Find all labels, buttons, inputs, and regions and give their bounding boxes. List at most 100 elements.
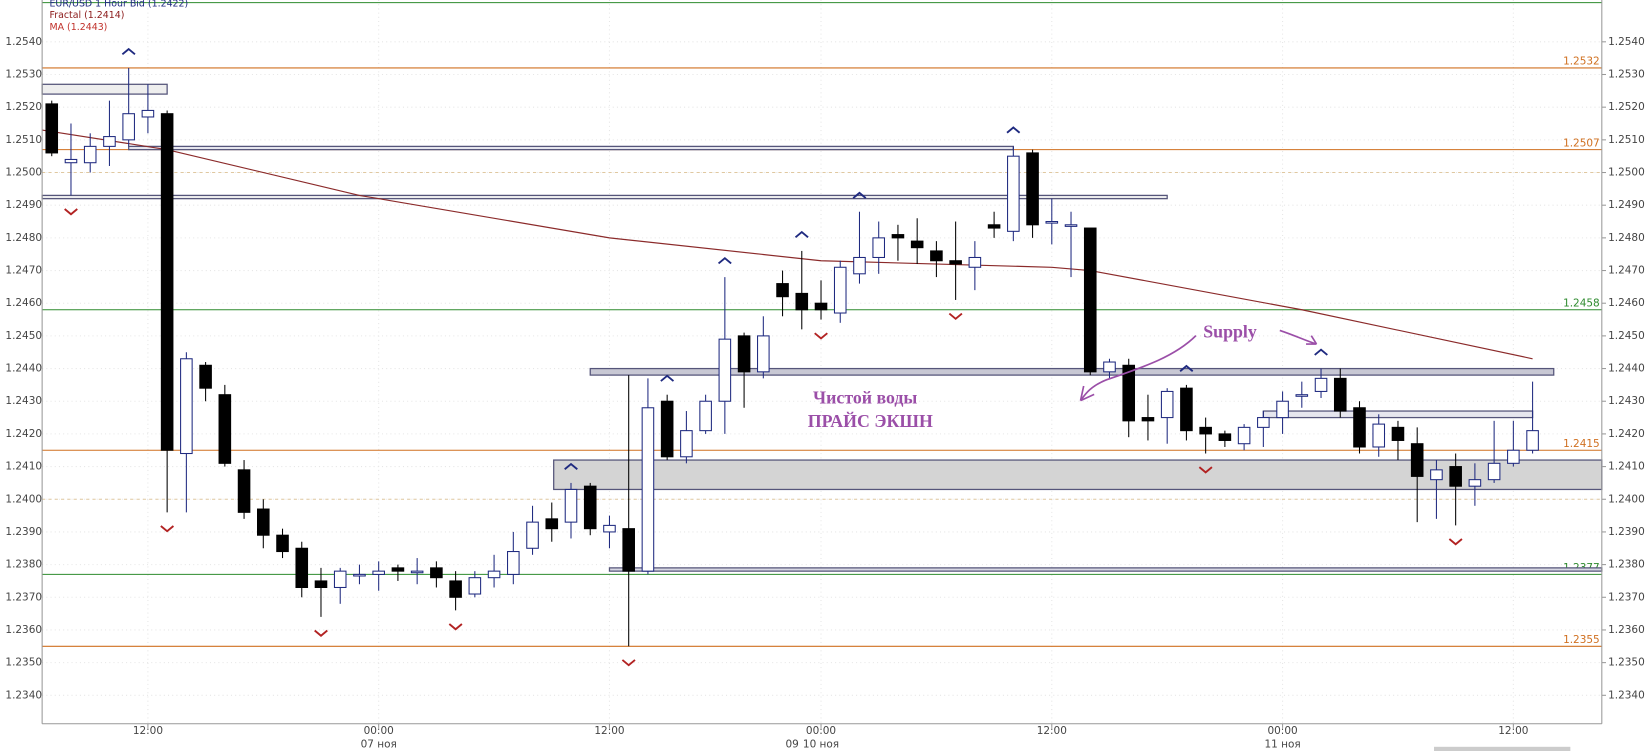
fractal-down [448, 623, 463, 631]
y-tick-label: 1.2360 [5, 624, 42, 636]
y-tick-label: 1.2370 [1608, 591, 1645, 603]
candle-body [1026, 152, 1039, 226]
candle-body [949, 260, 962, 265]
fractal-up [660, 374, 675, 382]
candle-body [891, 234, 905, 239]
candle-body [564, 488, 578, 523]
candle-body [1007, 155, 1020, 232]
fractal-down [314, 629, 328, 637]
x-tick-label: 12:00 [133, 725, 163, 737]
candle-body [545, 518, 559, 530]
y-tick-label: 1.2540 [1608, 36, 1645, 48]
y-tick-label: 1.2340 [5, 689, 42, 701]
y-tick-label: 1.2380 [5, 559, 42, 571]
candle-body [1391, 426, 1405, 441]
candle-body [430, 567, 443, 579]
annotation-arrow [1279, 329, 1318, 345]
y-tick-label: 1.2500 [1608, 167, 1645, 179]
y-tick-label: 1.2530 [1608, 68, 1645, 80]
y-tick-label: 1.2470 [5, 265, 42, 277]
fractal-down [948, 312, 963, 321]
level-label: 1.2458 [1563, 297, 1600, 309]
candle-body [1449, 466, 1462, 487]
y-tick-label: 1.2490 [1608, 199, 1645, 211]
candle-body [64, 158, 78, 164]
candle-body [526, 521, 539, 549]
candle-body [814, 302, 828, 311]
x-tick-label: 00:00 [364, 725, 394, 737]
candle-body [1507, 449, 1520, 464]
candle-body [257, 508, 270, 536]
y-tick-label: 1.2460 [1608, 297, 1645, 309]
candle-body [160, 113, 174, 451]
candle-body [468, 577, 482, 595]
x-tick-label: 00:00 [806, 725, 836, 737]
fractal-up [1006, 126, 1021, 134]
annotation-text: Чистой воды [813, 388, 917, 408]
candle-body [1430, 469, 1443, 481]
candle-body [757, 335, 770, 373]
y-tick-label: 1.2440 [5, 363, 42, 375]
candle-body [1237, 426, 1251, 445]
zone [553, 459, 1603, 491]
candle-body [1045, 221, 1059, 224]
y-tick-label: 1.2380 [1608, 559, 1645, 571]
candle-body [1353, 407, 1366, 448]
y-tick-label: 1.2460 [5, 297, 42, 309]
y-tick-label: 1.2400 [5, 493, 42, 505]
y-tick-label: 1.2450 [1608, 330, 1645, 342]
ma-line [42, 129, 1533, 360]
candle-body [699, 400, 712, 432]
y-tick-label: 1.2480 [5, 232, 42, 244]
annotation-supply: Supply [1203, 322, 1257, 342]
candle-body [1526, 430, 1539, 451]
y-tick-label: 1.2500 [5, 167, 42, 179]
candle-body [333, 570, 347, 589]
y-tick-label: 1.2450 [5, 330, 42, 342]
candle-body [276, 534, 289, 553]
candle-body [622, 528, 635, 572]
fractal-down [1448, 538, 1463, 546]
fractal-down [814, 332, 828, 340]
y-tick-label: 1.2470 [1608, 265, 1645, 277]
y-tick-label: 1.2360 [1608, 624, 1645, 636]
candle-body [853, 256, 866, 275]
candle-body [1103, 361, 1116, 373]
zone [589, 367, 1555, 376]
chart-title: EUR/USD 1 Hour Bid (1.2422) [49, 0, 188, 10]
candle-body [1199, 426, 1212, 435]
candle-body [660, 400, 674, 458]
fractal-up [1179, 364, 1194, 372]
candle-body [1372, 423, 1386, 448]
fractal-down [160, 525, 175, 533]
y-tick-label: 1.2340 [1608, 689, 1645, 701]
y-tick-label: 1.2350 [5, 657, 42, 669]
fractal-up [121, 47, 136, 56]
candle-body [1487, 462, 1501, 481]
y-tick-label: 1.2420 [1608, 428, 1645, 440]
candle-body [449, 580, 462, 598]
candle-body [1141, 417, 1155, 422]
candle-body [1064, 224, 1078, 227]
candle-body [122, 113, 135, 141]
date-label: 09 [786, 739, 799, 751]
scrollbar[interactable] [1433, 746, 1571, 751]
candle-body [353, 573, 366, 577]
y-tick-label: 1.2530 [5, 68, 42, 80]
x-tick-label: 12:00 [1498, 725, 1528, 737]
candle-body [1257, 417, 1270, 428]
candle-body [1314, 377, 1328, 392]
zone [608, 567, 1603, 572]
candle-body [487, 570, 501, 579]
y-tick-label: 1.2430 [1608, 395, 1645, 407]
candle-body [583, 485, 597, 530]
candle-body [968, 256, 982, 268]
candle-body [1468, 479, 1482, 487]
fractal-down [621, 659, 636, 667]
level-label: 1.2552 [1563, 0, 1600, 2]
x-tick-label: 00:00 [1267, 725, 1297, 737]
plot-area: 1.25521.25321.25071.24581.24151.23771.23… [41, 0, 1603, 724]
candle-body [1180, 387, 1193, 432]
date-label: 10 ноя [803, 739, 839, 751]
